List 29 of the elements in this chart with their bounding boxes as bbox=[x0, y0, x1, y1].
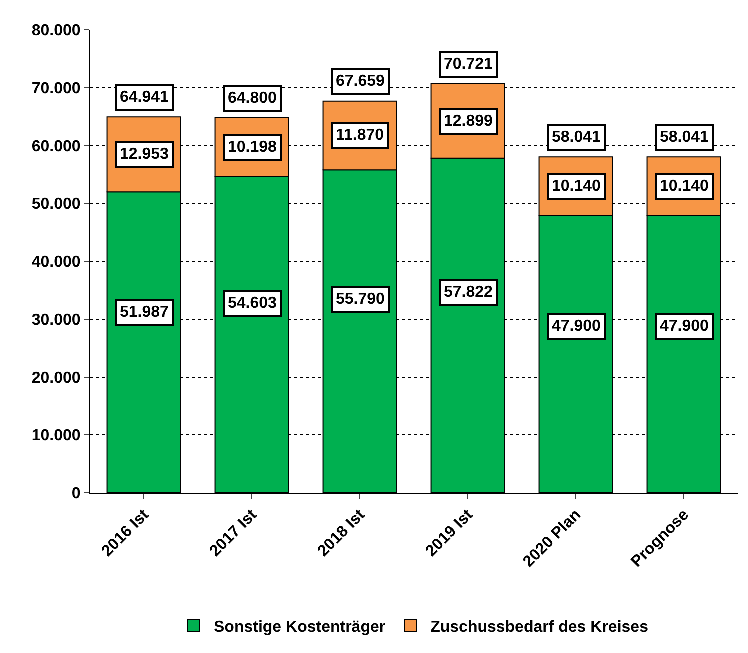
legend-label: Sonstige Kostenträger bbox=[214, 618, 386, 636]
total-label: 67.659 bbox=[336, 73, 386, 90]
data-label: 10.140 bbox=[552, 178, 602, 195]
data-label: 55.790 bbox=[336, 291, 386, 308]
data-label: 47.900 bbox=[552, 318, 602, 335]
total-label: 70.721 bbox=[444, 56, 494, 73]
y-tick-label: 20.000 bbox=[32, 370, 81, 387]
data-label: 47.900 bbox=[660, 318, 710, 335]
data-label: 10.140 bbox=[660, 178, 710, 195]
data-label: 10.198 bbox=[228, 139, 278, 156]
y-tick-label: 40.000 bbox=[32, 254, 81, 272]
data-label: 57.822 bbox=[444, 284, 494, 301]
legend-label: Zuschussbedarf des Kreises bbox=[430, 618, 649, 636]
y-tick-label: 30.000 bbox=[32, 312, 81, 329]
y-tick-label: 50.000 bbox=[32, 196, 81, 214]
total-label: 64.800 bbox=[228, 90, 278, 107]
data-label: 51.987 bbox=[120, 304, 170, 321]
data-label: 12.953 bbox=[120, 146, 170, 163]
y-tick-label: 0 bbox=[72, 486, 81, 503]
y-tick-label: 70.000 bbox=[32, 80, 81, 98]
total-label: 58.041 bbox=[552, 129, 602, 146]
total-label: 58.041 bbox=[660, 129, 710, 146]
data-label: 54.603 bbox=[228, 295, 278, 312]
y-tick-label: 80.000 bbox=[32, 22, 81, 40]
total-label: 64.941 bbox=[120, 89, 170, 106]
y-tick-label: 10.000 bbox=[32, 428, 81, 445]
y-tick-label: 60.000 bbox=[32, 138, 81, 156]
data-label: 12.899 bbox=[444, 113, 494, 130]
data-label: 11.870 bbox=[336, 127, 384, 144]
